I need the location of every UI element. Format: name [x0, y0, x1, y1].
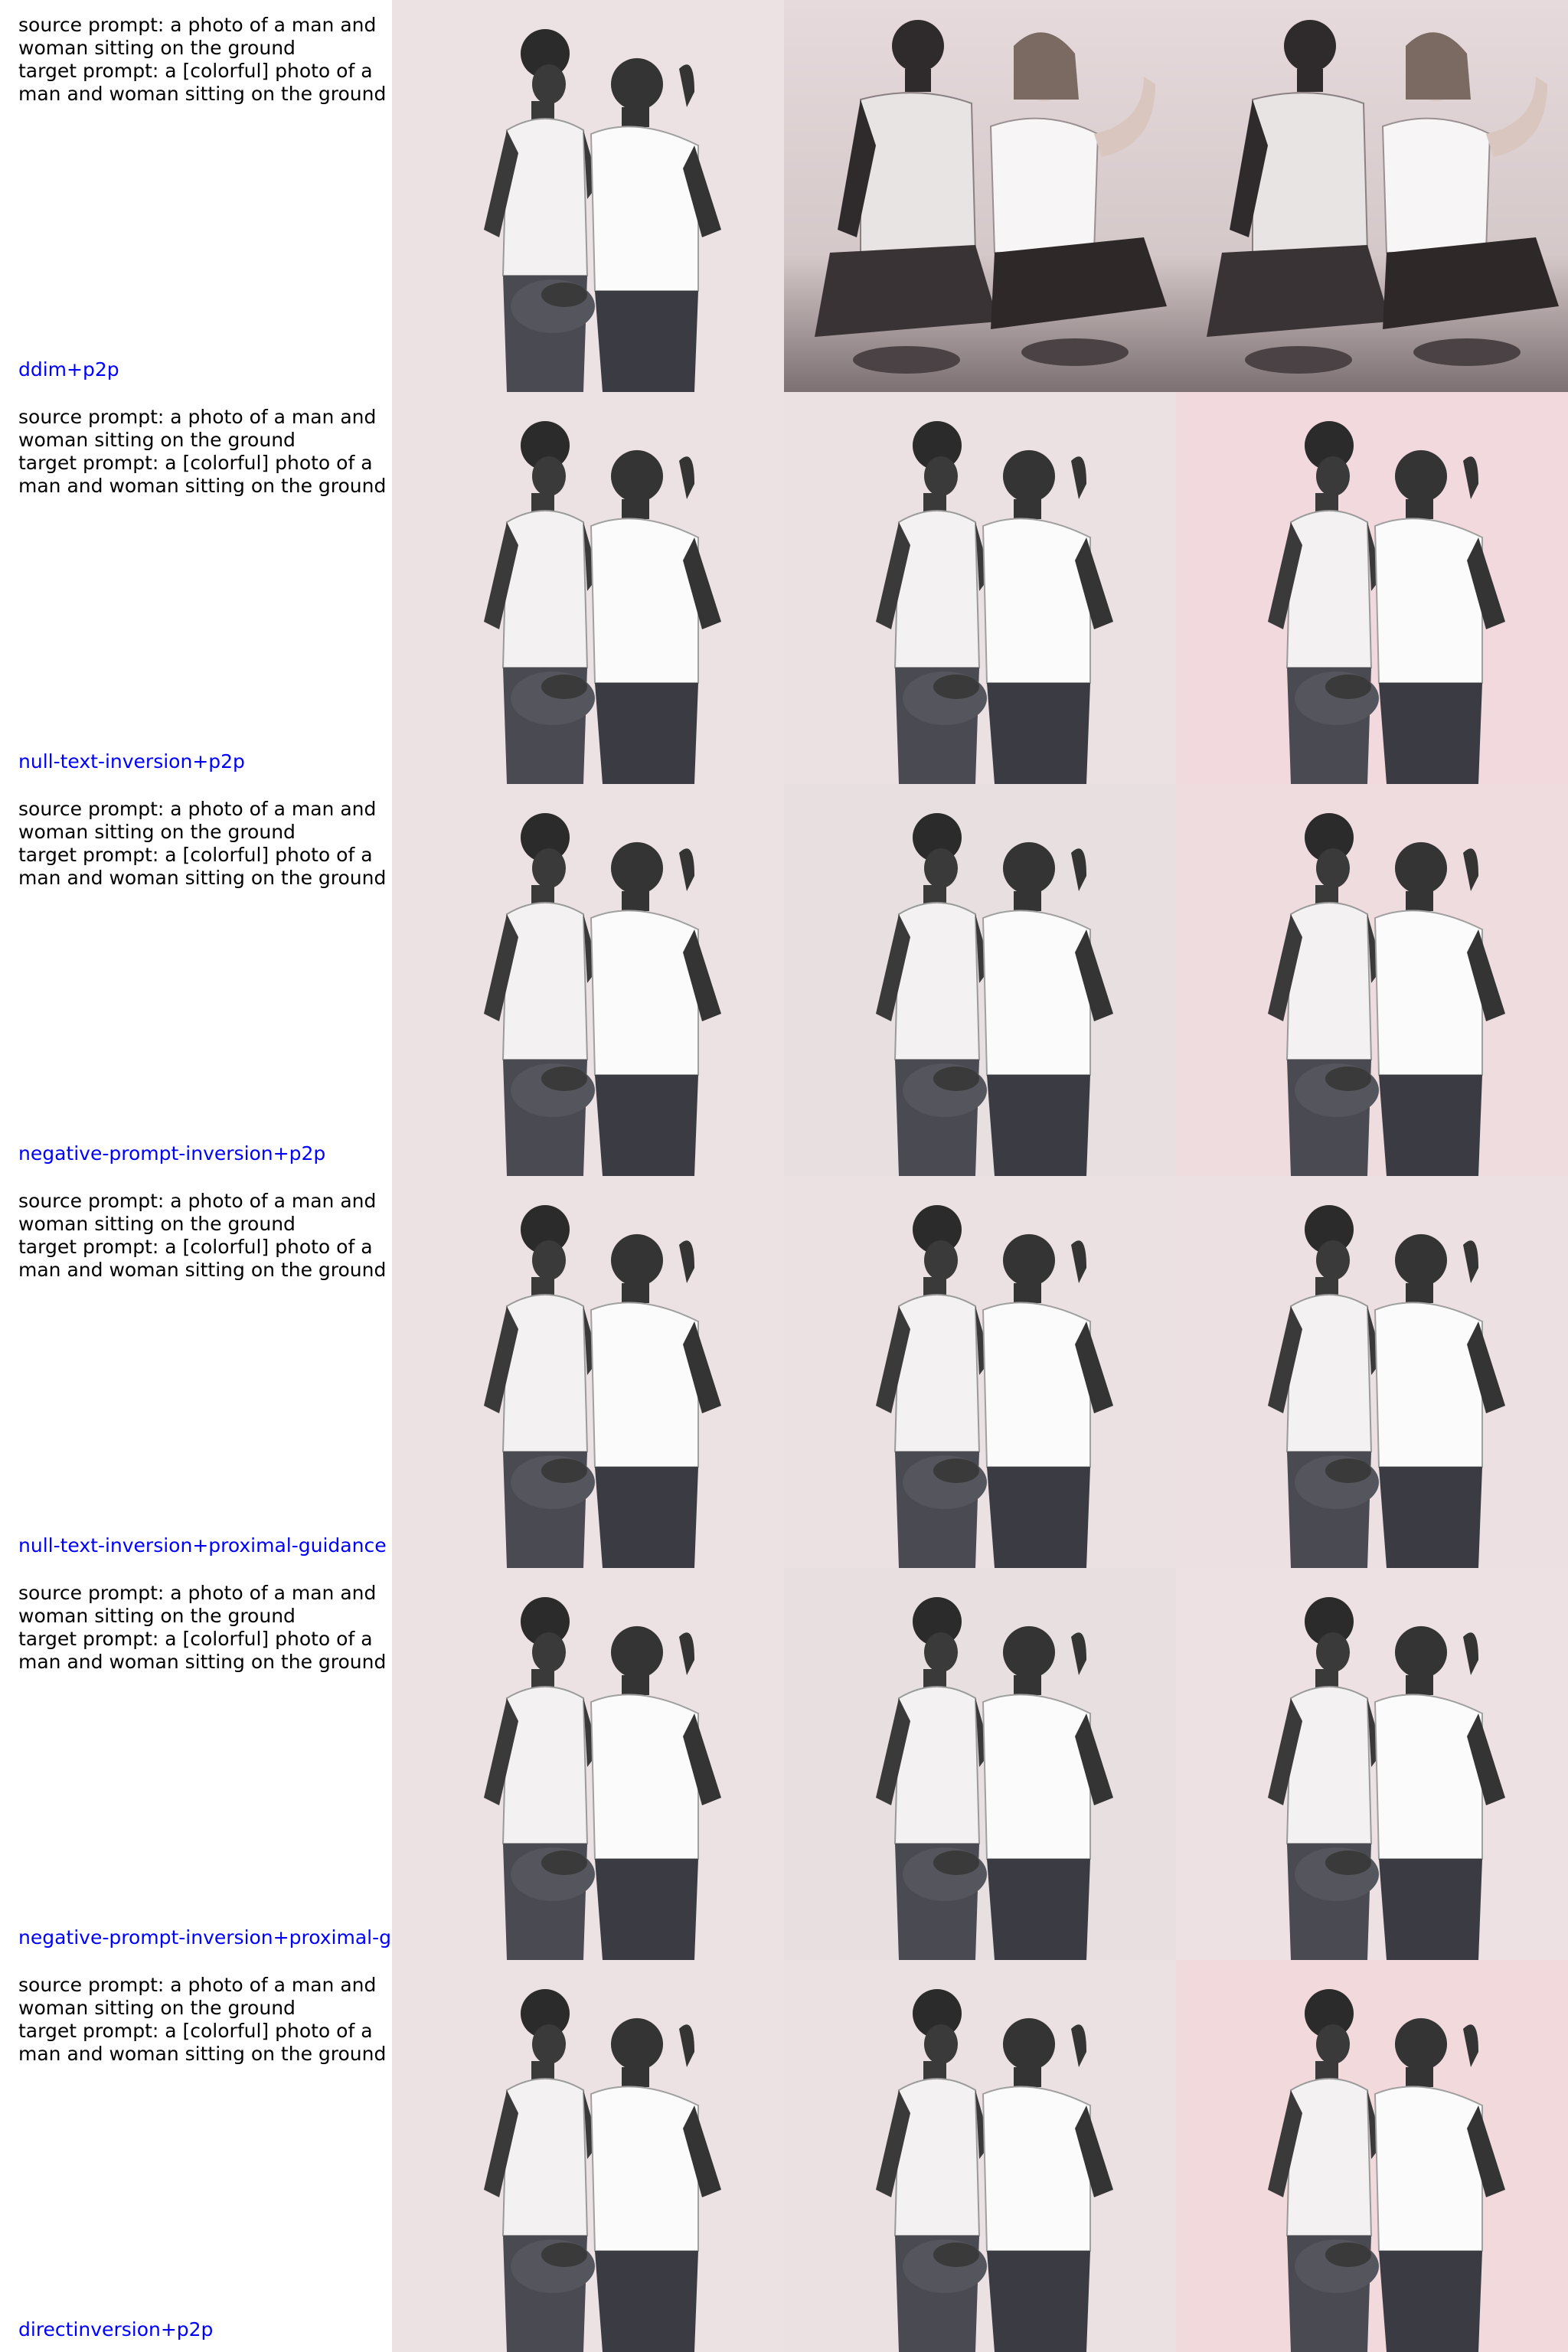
prompt-text: source prompt: a photo of a man and woma… [18, 798, 387, 889]
comparison-row: source prompt: a photo of a man and woma… [0, 392, 1568, 784]
reconstruction-image [784, 784, 1176, 1176]
row-label-panel: source prompt: a photo of a man and woma… [0, 392, 392, 784]
method-label: directinversion+p2p [18, 2318, 214, 2341]
method-label: null-text-inversion+proximal-guidance [18, 1534, 387, 1557]
prompt-text: source prompt: a photo of a man and woma… [18, 406, 387, 497]
source-image [392, 1176, 784, 1568]
reconstruction-image [784, 1568, 1176, 1960]
source-image [392, 784, 784, 1176]
row-label-panel: source prompt: a photo of a man and woma… [0, 1568, 392, 1960]
comparison-row: source prompt: a photo of a man and woma… [0, 1568, 1568, 1960]
reconstruction-image [784, 1176, 1176, 1568]
reconstruction-image [784, 392, 1176, 784]
row-label-panel: source prompt: a photo of a man and woma… [0, 1176, 392, 1568]
prompt-text: source prompt: a photo of a man and woma… [18, 1974, 387, 2065]
reconstruction-image [784, 0, 1176, 392]
edited-image [1176, 1176, 1568, 1568]
method-label: negative-prompt-inversion+p2p [18, 1142, 326, 1165]
edited-image [1176, 392, 1568, 784]
row-label-panel: source prompt: a photo of a man and woma… [0, 1960, 392, 2352]
reconstruction-image [784, 1960, 1176, 2352]
edited-image [1176, 0, 1568, 392]
method-label: ddim+p2p [18, 358, 119, 381]
comparison-row: source prompt: a photo of a man and woma… [0, 1176, 1568, 1568]
source-image [392, 1960, 784, 2352]
prompt-text: source prompt: a photo of a man and woma… [18, 1190, 387, 1281]
comparison-row: source prompt: a photo of a man and woma… [0, 784, 1568, 1176]
edited-image [1176, 1568, 1568, 1960]
comparison-row: source prompt: a photo of a man and woma… [0, 1960, 1568, 2352]
method-label: negative-prompt-inversion+proximal-g [18, 1926, 391, 1949]
row-label-panel: source prompt: a photo of a man and woma… [0, 784, 392, 1176]
source-image [392, 1568, 784, 1960]
prompt-text: source prompt: a photo of a man and woma… [18, 1582, 387, 1673]
prompt-text: source prompt: a photo of a man and woma… [18, 14, 387, 105]
method-label: null-text-inversion+p2p [18, 750, 245, 773]
edited-image [1176, 784, 1568, 1176]
source-image [392, 392, 784, 784]
comparison-row: source prompt: a photo of a man and woma… [0, 0, 1568, 392]
edited-image [1176, 1960, 1568, 2352]
row-label-panel: source prompt: a photo of a man and woma… [0, 0, 392, 392]
source-image [392, 0, 784, 392]
